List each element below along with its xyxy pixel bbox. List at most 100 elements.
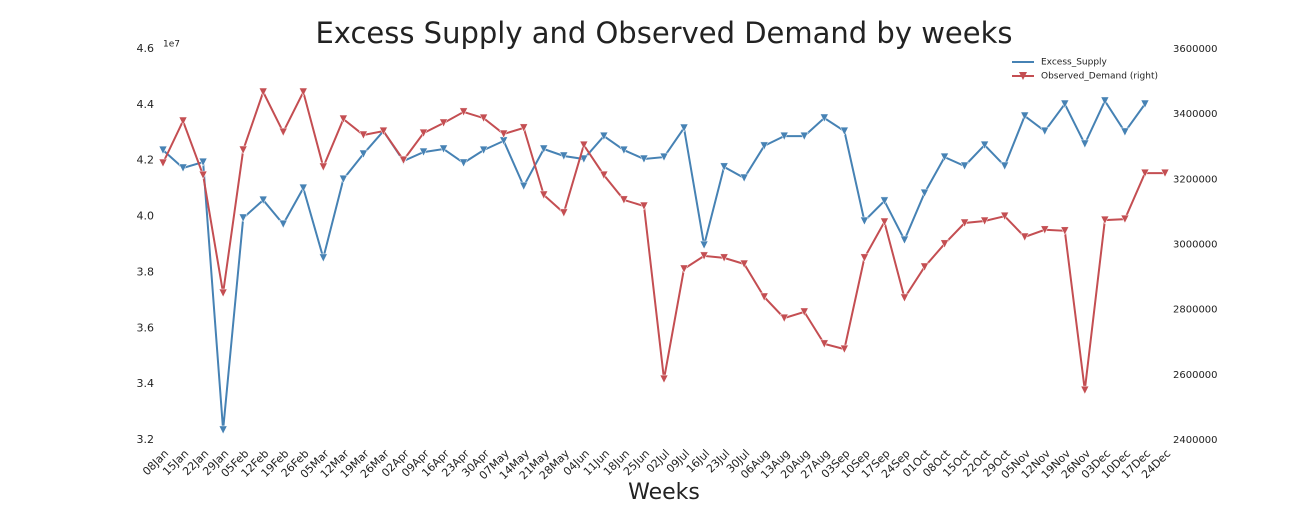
marker (679, 123, 689, 133)
marker (439, 144, 448, 154)
marker (1040, 126, 1050, 136)
marker (459, 158, 469, 168)
marker (399, 155, 408, 165)
marker (900, 293, 909, 303)
y2-tick-label: 2600000 (1173, 370, 1218, 381)
marker (419, 147, 428, 157)
y-tick-label: 4.2 (137, 154, 155, 167)
marker (819, 113, 829, 123)
marker (799, 307, 809, 317)
marker (980, 216, 990, 226)
marker (779, 313, 789, 323)
marker (859, 216, 869, 226)
marker (439, 118, 448, 128)
marker (659, 152, 669, 162)
marker (960, 218, 970, 228)
marker (920, 262, 929, 272)
marker (819, 339, 829, 349)
chart-title: Excess Supply and Observed Demand by wee… (315, 16, 1012, 50)
marker (358, 130, 368, 140)
marker (338, 174, 348, 184)
marker (258, 87, 268, 97)
marker (920, 188, 929, 198)
marker (1120, 127, 1130, 137)
y-tick-label: 3.8 (137, 265, 155, 278)
marker (880, 217, 889, 227)
marker (759, 141, 769, 151)
y2-tick-label: 3000000 (1173, 240, 1218, 251)
y-tick-label: 3.4 (137, 377, 155, 390)
marker (198, 157, 208, 167)
y-tick-label: 3.2 (137, 433, 155, 446)
marker (659, 374, 669, 384)
marker (940, 239, 949, 249)
y-tick-label: 4.0 (137, 210, 155, 223)
marker (900, 235, 909, 245)
marker (479, 113, 489, 123)
marker (519, 123, 529, 133)
legend-marker (1019, 72, 1027, 80)
marker (238, 145, 248, 155)
marker (178, 163, 188, 173)
marker (980, 140, 990, 150)
marker (479, 145, 489, 155)
marker (739, 259, 749, 269)
marker (559, 151, 569, 161)
marker (599, 131, 609, 141)
marker (1160, 168, 1170, 178)
marker (1000, 211, 1010, 221)
marker (619, 145, 629, 155)
marker (619, 195, 629, 205)
marker (278, 127, 288, 137)
marker (839, 344, 849, 354)
y2-tick-label: 2400000 (1173, 435, 1218, 446)
marker (699, 240, 709, 250)
marker (880, 196, 889, 206)
marker (779, 131, 789, 141)
marker (679, 264, 689, 274)
marker (719, 162, 729, 172)
marker (218, 288, 228, 298)
marker (839, 126, 849, 136)
marker (318, 162, 328, 172)
marker (1080, 139, 1090, 149)
marker (499, 129, 509, 139)
marker (1060, 99, 1070, 109)
marker (318, 253, 328, 263)
marker (379, 126, 388, 136)
marker (699, 251, 709, 261)
marker (579, 154, 589, 164)
marker (298, 183, 308, 193)
marker (1100, 96, 1110, 106)
marker (258, 195, 268, 205)
marker (639, 201, 649, 211)
y-offset-label: 1e7 (163, 40, 180, 50)
marker (1080, 385, 1090, 395)
legend-label: Excess_Supply (1041, 58, 1108, 68)
marker (278, 219, 288, 229)
marker (218, 425, 228, 435)
marker (579, 140, 589, 150)
y2-tick-label: 3400000 (1173, 109, 1218, 120)
y2-tick-label: 3200000 (1173, 174, 1218, 185)
y-tick-label: 4.6 (137, 42, 155, 55)
x-axis-label: Weeks (628, 480, 700, 504)
marker (338, 114, 348, 124)
marker (739, 173, 749, 183)
marker (960, 161, 970, 171)
legend-label: Observed_Demand (right) (1041, 72, 1158, 82)
y2-tick-label: 3600000 (1173, 44, 1218, 55)
marker (1120, 214, 1130, 224)
marker (1100, 215, 1110, 225)
marker (859, 253, 869, 263)
marker (539, 190, 549, 200)
marker (559, 208, 569, 218)
y2-tick-label: 2800000 (1173, 305, 1218, 316)
marker (799, 131, 809, 141)
marker (358, 149, 368, 159)
marker (539, 144, 549, 154)
marker (1060, 226, 1070, 236)
marker (1040, 225, 1050, 235)
marker (1020, 232, 1030, 242)
marker (298, 87, 308, 97)
